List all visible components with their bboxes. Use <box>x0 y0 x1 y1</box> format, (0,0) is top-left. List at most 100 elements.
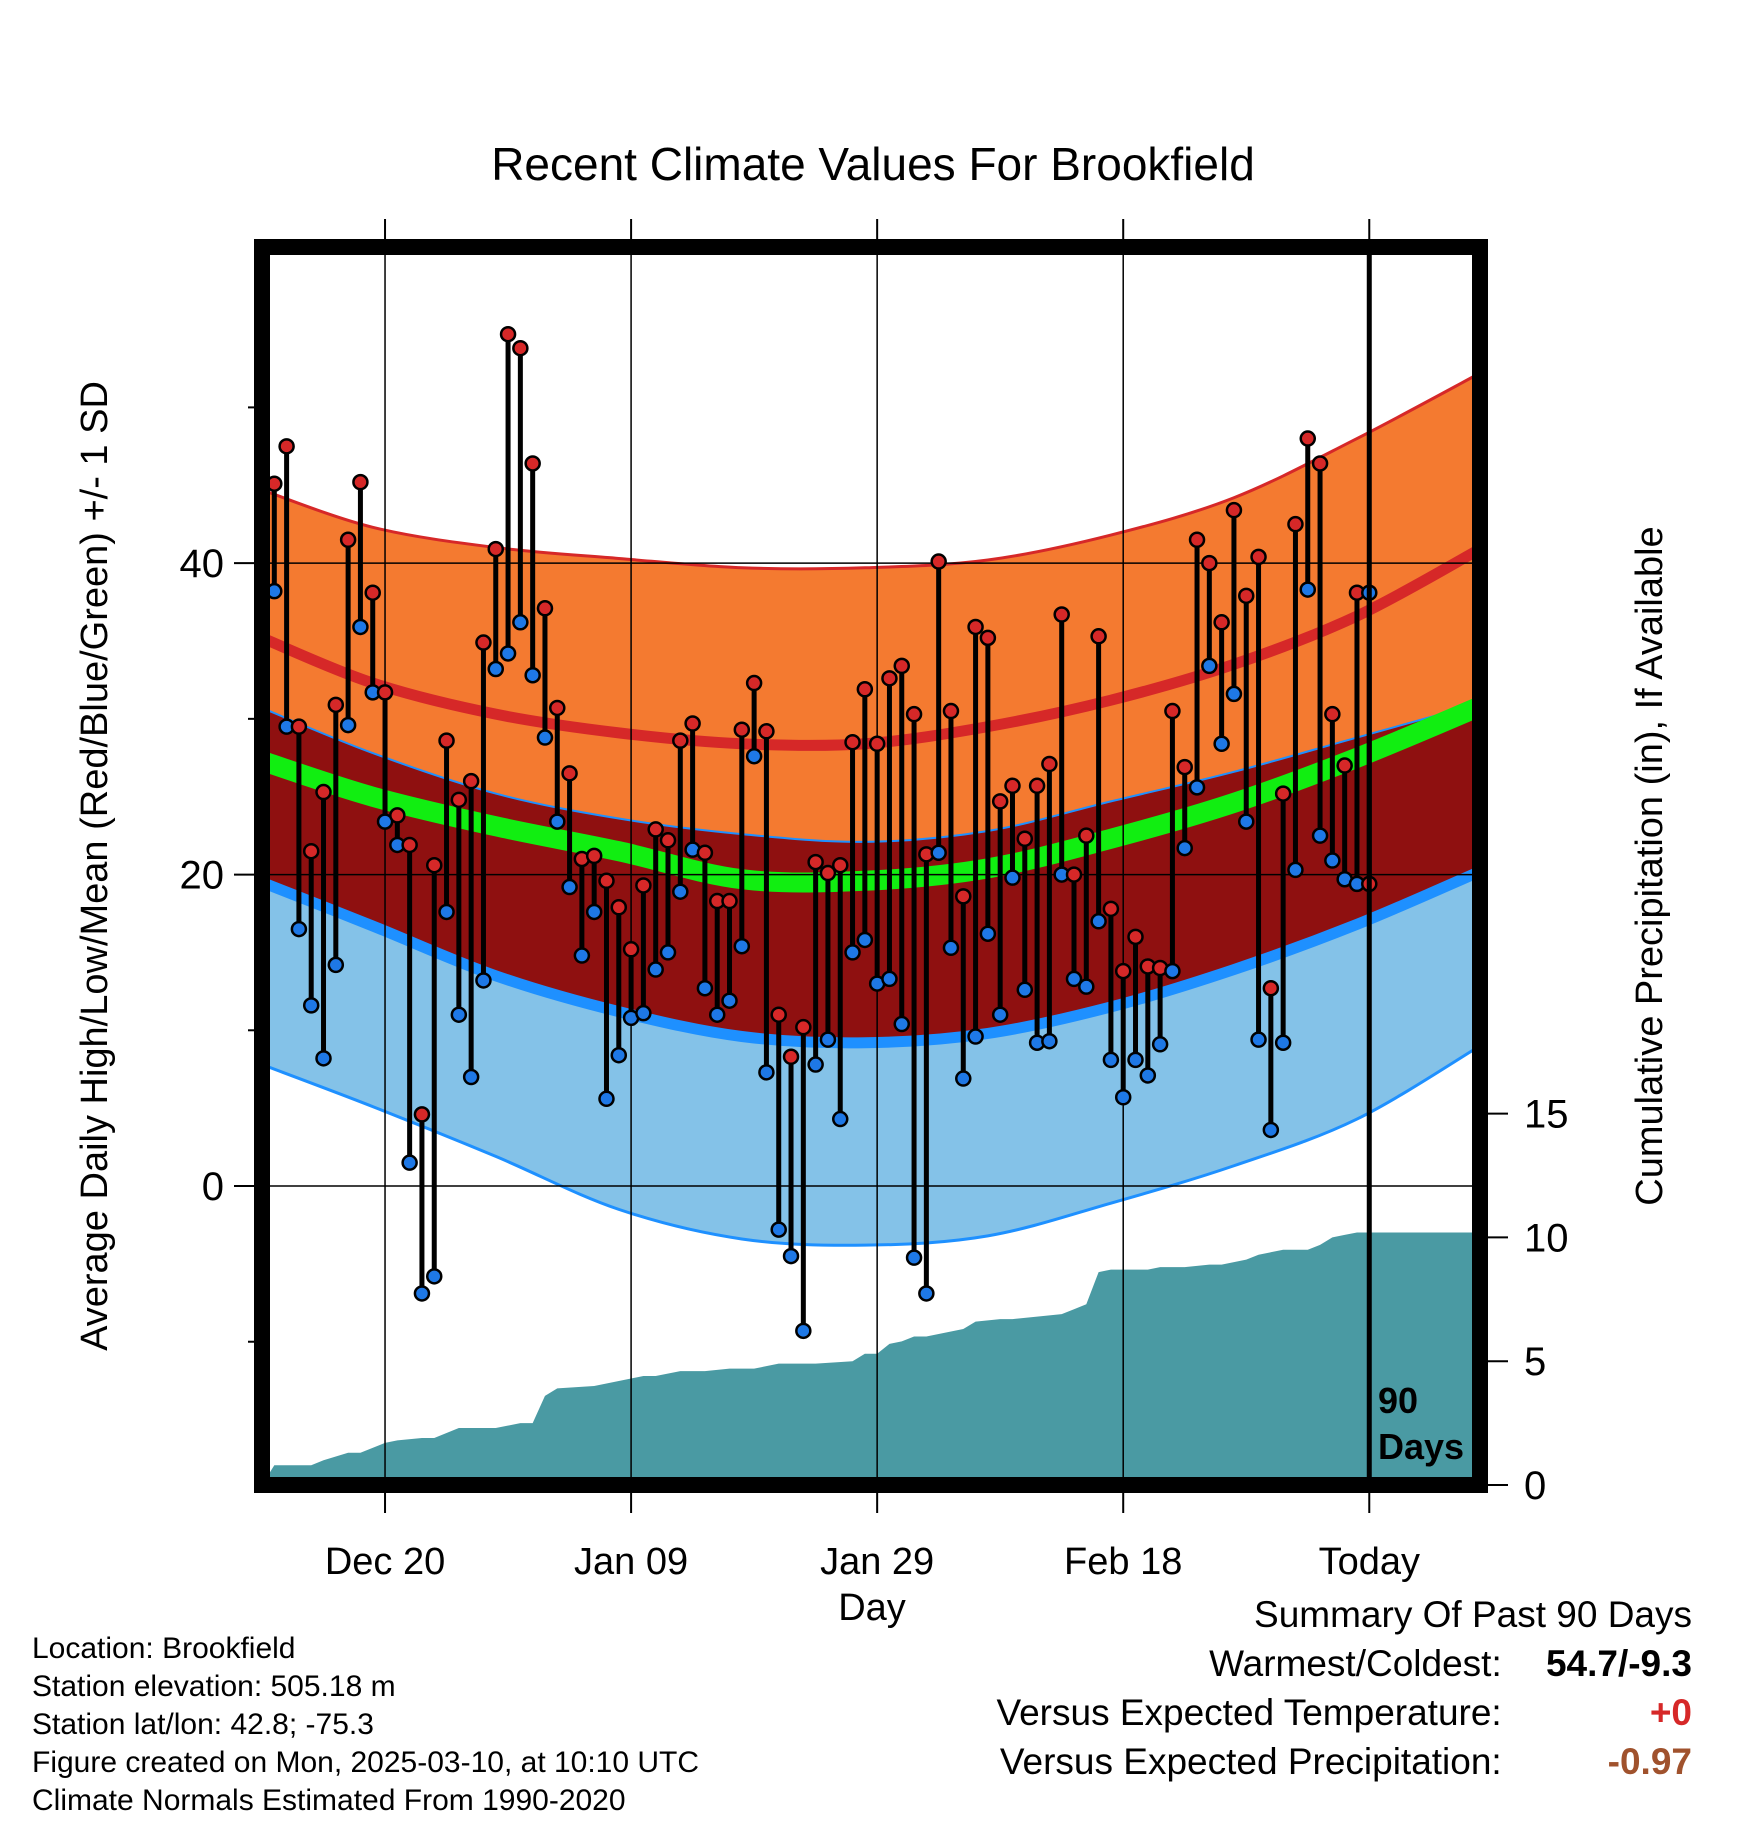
daily-high-point <box>585 847 603 865</box>
daily-high-point <box>302 842 320 860</box>
daily-low-point <box>1078 978 1095 995</box>
plot-frame <box>254 239 1488 1493</box>
axes: 0 20 40 Dec 20 Jan 09 Jan 29 Feb 18 Today 0 5 10 15 <box>180 219 1569 1583</box>
daily-high-point <box>425 856 443 874</box>
normal-low-line <box>262 866 1480 1049</box>
x-tick-label: Dec 20 <box>325 1541 445 1583</box>
daily-low-point <box>635 1004 652 1022</box>
daily-high-point <box>1201 554 1218 572</box>
warmest-coldest-label: Warmest/Coldest: <box>1209 1643 1502 1684</box>
x-tick-label: Jan 29 <box>820 1541 934 1583</box>
daily-high-point <box>1311 455 1329 472</box>
daily-high-point <box>1102 900 1120 918</box>
y-tick-label: 0 <box>202 1165 224 1209</box>
daily-record <box>745 674 763 765</box>
y-tick-label: 40 <box>180 542 225 586</box>
daily-low-point <box>1311 827 1329 844</box>
daily-high-point <box>745 674 763 692</box>
daily-high-point <box>462 772 480 790</box>
daily-low-point <box>438 903 455 921</box>
daily-high-point <box>1065 866 1083 883</box>
daily-high-point <box>1176 758 1193 776</box>
daily-low-point <box>1127 1051 1144 1069</box>
daily-high-point <box>1213 614 1230 631</box>
daily-low-point <box>610 1046 628 1064</box>
daily-high-point <box>979 629 997 647</box>
daily-record <box>696 844 714 997</box>
daily-high-point <box>1237 587 1255 605</box>
daily-low-point <box>1065 970 1083 988</box>
daily-high-point <box>1028 777 1046 795</box>
daily-high-point <box>868 735 886 753</box>
climate-normals-period: Climate Normals Estimated From 1990-2020 <box>32 1784 626 1817</box>
daily-record <box>807 853 824 1073</box>
daily-high-point <box>389 807 406 824</box>
plot-content <box>262 247 1480 1485</box>
plot-area <box>262 247 1480 1485</box>
y-axis-label: Average Daily High/Low/Mean (Red/Blue/Gr… <box>74 381 116 1351</box>
daily-record <box>881 670 898 988</box>
daily-high-point <box>905 705 923 723</box>
daily-record <box>549 699 566 830</box>
daily-low-point <box>573 947 591 964</box>
daily-low-point <box>1114 1088 1132 1106</box>
daily-low-point <box>1151 1036 1169 1053</box>
daily-record <box>893 657 911 1033</box>
figure-created: Figure created on Mon, 2025-03-10, at 10… <box>32 1746 700 1779</box>
daily-record <box>475 634 492 989</box>
daily-record <box>376 684 394 830</box>
daily-high-point <box>1188 531 1206 549</box>
daily-low-point <box>290 920 308 938</box>
daily-high-point <box>524 455 541 472</box>
daily-high-point <box>327 696 345 714</box>
daily-low-point <box>1188 779 1206 796</box>
daily-low-point <box>585 903 603 921</box>
daily-record <box>302 842 320 1014</box>
summary-title: Summary Of Past 90 Days <box>1254 1594 1692 1635</box>
daily-low-point <box>795 1322 812 1340</box>
daily-low-point <box>881 970 898 988</box>
daily-high-point <box>672 732 689 749</box>
daily-low-point <box>782 1247 800 1265</box>
daily-high-point <box>1164 702 1181 720</box>
daily-low-point <box>487 660 505 678</box>
daily-record <box>844 733 861 961</box>
daily-record <box>967 618 984 1045</box>
daily-low-point <box>672 883 689 900</box>
daily-high-point <box>290 718 308 735</box>
daily-low-point <box>327 956 345 974</box>
x-tick-label: Today <box>1319 1541 1420 1583</box>
daily-low-point <box>1176 839 1193 857</box>
daily-low-point <box>955 1070 972 1087</box>
daily-high-point <box>413 1106 431 1123</box>
x-tick-label: Feb 18 <box>1064 1541 1182 1583</box>
daily-record <box>1114 962 1132 1106</box>
daily-record <box>487 540 505 678</box>
daily-high-point <box>1127 928 1144 946</box>
daily-record <box>524 455 541 684</box>
daily-record <box>659 832 677 961</box>
summary-panel: Summary Of Past 90 Days Warmest/Coldest:… <box>792 1590 1692 1786</box>
warmest-coldest-value: 54.7/-9.3 <box>1545 1643 1692 1684</box>
daily-record <box>536 600 554 746</box>
daily-record <box>573 850 591 964</box>
daily-low-point <box>462 1068 480 1086</box>
y-tick-label: 20 <box>180 854 225 898</box>
daily-high-point <box>967 618 984 636</box>
daily-low-point <box>1201 657 1218 675</box>
daily-high-point <box>376 684 394 701</box>
daily-record <box>1139 958 1157 1084</box>
daily-high-point <box>831 856 849 874</box>
daily-high-point <box>499 325 517 343</box>
daily-low-point <box>1102 1051 1120 1069</box>
daily-record <box>1237 587 1255 830</box>
daily-low-point <box>819 1031 837 1048</box>
normal-high-upper-line <box>262 371 1480 571</box>
daily-high-point <box>450 791 468 809</box>
temp-delta-label: Versus Expected Temperature: <box>996 1692 1502 1733</box>
daily-low-point <box>1164 962 1181 980</box>
daily-low-point <box>647 961 664 978</box>
daily-record <box>758 723 775 1081</box>
daily-high-point <box>401 836 418 854</box>
